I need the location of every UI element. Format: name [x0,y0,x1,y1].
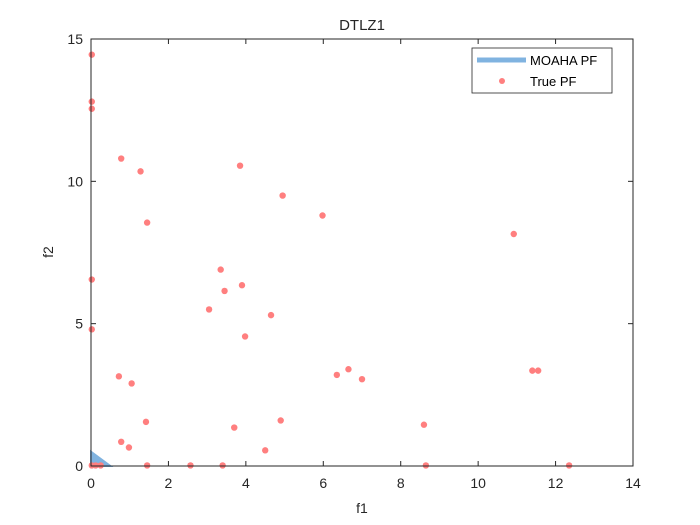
true-pf-point [187,462,194,469]
true-pf-point [92,462,99,469]
legend: MOAHA PF True PF [471,47,613,94]
chart-title: DTLZ1 [339,17,385,34]
legend-entry-moaha-pf: MOAHA PF [530,53,597,68]
true-pf-point [117,438,125,446]
x-tick-label: 0 [87,475,95,491]
legend-entry-true-pf: True PF [530,74,577,89]
true-pf-point [565,462,573,469]
true-pf-point [262,447,269,454]
plot-area [91,39,633,466]
y-axis-label: f2 [40,246,56,258]
true-pf-point [279,192,286,199]
y-tick-label: 5 [75,316,83,332]
true-pf-point [236,162,244,169]
true-pf-point [420,421,428,428]
x-tick-label: 4 [242,475,250,491]
plot-frame [90,38,634,467]
true-pf-point [217,266,224,273]
true-pf-point [241,333,249,340]
axis-ticks: 0 2 4 6 8 10 12 14 0 5 10 15 [67,31,641,491]
true-pf-point [88,276,95,283]
y-tick-label: 0 [75,458,83,474]
x-tick-label: 14 [625,475,641,491]
true-pf-point [219,462,226,469]
true-pf-point [137,168,144,175]
true-pf-point [115,373,123,380]
true-pf-point [231,424,238,431]
true-pf-point [88,51,95,58]
true-pf-point [358,375,366,383]
true-pf-point [97,462,104,469]
true-pf-point [510,230,517,238]
true-pf-point [267,311,275,319]
true-pf-point [345,366,352,373]
true-pf-point [221,287,228,295]
x-tick-label: 2 [165,475,173,491]
true-pf-point [319,212,326,219]
x-tick-label: 10 [470,475,486,491]
x-tick-label: 6 [319,475,327,491]
legend-box [471,47,613,94]
true-pf-point [88,105,95,112]
true-pf-point [143,462,151,469]
true-pf-point [125,444,133,451]
true-pf-point [117,155,125,162]
legend-swatch-true-pf [499,78,505,84]
true-pf-point [88,326,95,333]
x-tick-label: 8 [397,475,405,491]
y-tick-label: 10 [67,173,83,189]
true-pf-point [277,417,284,424]
true-pf-point [422,462,430,469]
true-pf-point [333,371,341,379]
true-pf-point [142,418,150,426]
true-pf-point [205,306,213,313]
true-pf-point [529,367,536,374]
true-pf-point [238,282,246,289]
x-axis-label: f1 [356,500,368,516]
true-pf-point [534,367,542,374]
y-tick-label: 15 [67,31,83,47]
true-pf-point [128,380,135,387]
chart-marks [88,51,573,469]
x-tick-label: 12 [548,475,564,491]
true-pf-point [88,98,95,105]
true-pf-point [143,219,151,226]
